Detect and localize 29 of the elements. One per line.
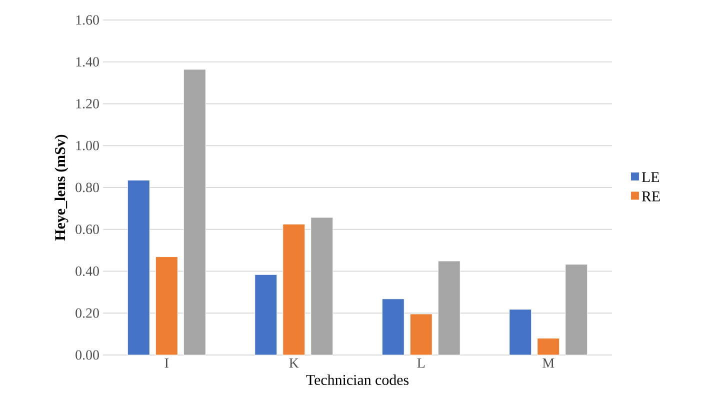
bar <box>155 256 178 356</box>
x-tick-label: L <box>417 358 425 368</box>
bar <box>537 338 560 356</box>
legend-label: LE <box>642 172 659 182</box>
y-axis-title: Heye_lens (mSv) <box>54 134 68 241</box>
y-tick-label: 1.20 <box>76 99 99 108</box>
bar <box>282 224 306 356</box>
x-tick-label: M <box>542 358 554 368</box>
bar <box>183 69 206 356</box>
bar <box>438 260 460 356</box>
y-tick-label: 0.40 <box>76 266 99 276</box>
legend-label: RE <box>642 191 660 202</box>
y-tick-label: 1.60 <box>76 15 99 25</box>
bar <box>127 180 150 356</box>
x-axis-title: Technician codes <box>306 374 409 386</box>
y-tick-label: 0.60 <box>76 224 99 234</box>
y-tick-label: 0.80 <box>76 182 99 192</box>
bar <box>410 314 432 356</box>
bar <box>382 298 404 356</box>
y-tick-label: 1.00 <box>76 140 99 150</box>
bar <box>509 309 532 356</box>
bar <box>565 264 588 356</box>
x-tick-label: K <box>289 358 299 368</box>
y-tick-label: 0.00 <box>76 350 99 360</box>
bar <box>310 217 334 356</box>
y-tick-label: 1.40 <box>76 57 99 67</box>
y-tick-label: 0.20 <box>76 308 99 318</box>
bar <box>254 274 278 356</box>
x-tick-label: I <box>164 358 168 368</box>
